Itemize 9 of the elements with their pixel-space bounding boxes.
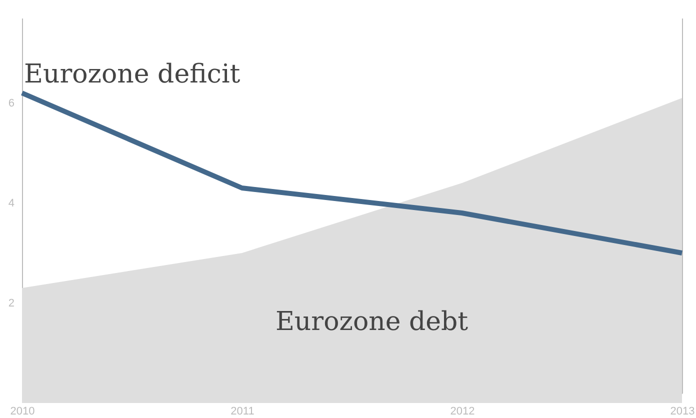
x-tick-label: 2013 — [670, 406, 695, 418]
y-tick-label: 4 — [8, 198, 14, 210]
series-label: Eurozone deficit — [24, 59, 241, 90]
x-tick-label: 2012 — [450, 406, 475, 418]
x-tick-label: 2011 — [230, 406, 254, 418]
x-tick-label: 2010 — [10, 406, 35, 418]
series-label: Eurozone debt — [275, 306, 469, 337]
y-tick-label: 6 — [8, 98, 14, 110]
y-tick-label: 2 — [8, 298, 14, 310]
